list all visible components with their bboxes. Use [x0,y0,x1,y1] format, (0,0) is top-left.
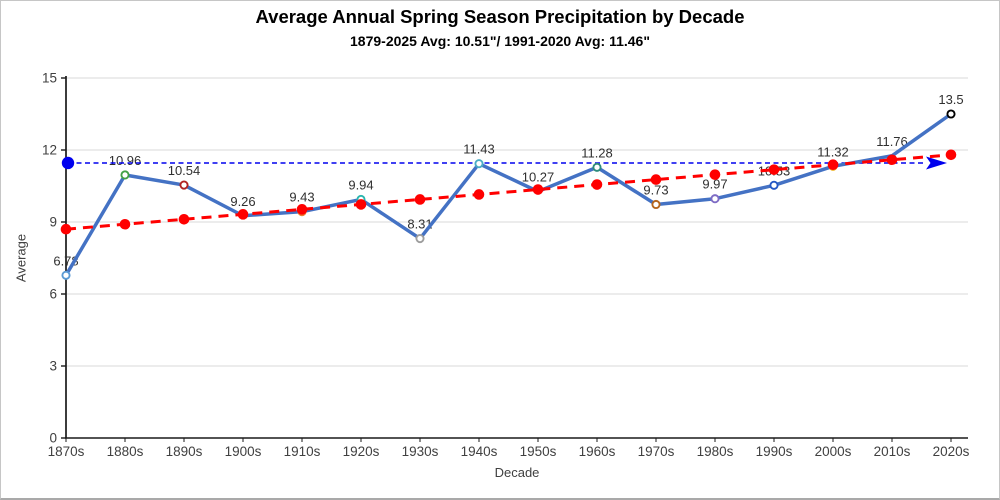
data-label: 11.76 [876,134,908,149]
trend-dot [827,159,839,171]
data-label: 11.28 [581,145,613,160]
y-tick-label: 6 [49,287,57,302]
x-tick-label: 2000s [815,444,852,459]
x-tick-label: 1960s [579,444,616,459]
trend-dot [414,194,426,205]
trend-dot [886,154,898,166]
trend-dot [355,199,367,210]
trend-dot [473,189,485,200]
data-label: 10.54 [168,163,201,178]
data-label: 9.97 [702,177,727,192]
series-line [64,112,953,278]
trend-dot [709,169,721,180]
data-point-marker [61,270,71,280]
x-tick-label: 1990s [756,444,793,459]
x-tick-label: 1920s [343,444,380,459]
data-point-marker [179,180,189,190]
data-point-marker [592,162,602,172]
x-tick-label: 2010s [874,444,911,459]
trend-dot [237,209,249,220]
trend-dot [178,213,190,225]
data-label: 9.94 [348,177,373,192]
data-label: 10.27 [522,170,555,185]
trend-dot [296,204,308,215]
reference-line-arrow-icon [926,156,947,170]
data-label: 9.73 [643,182,668,197]
trend-dot [119,218,131,230]
data-point-marker [946,109,956,119]
x-tick-label: 1870s [48,444,85,459]
x-tick-label: 1970s [638,444,675,459]
data-label: 13.5 [938,92,963,107]
y-tick-label: 3 [49,359,57,374]
trend-dot [945,149,957,161]
chart-title: Average Annual Spring Season Precipitati… [255,6,745,27]
data-label: 9.26 [230,194,255,209]
data-point-marker [651,199,661,210]
x-tick-label: 1890s [166,444,203,459]
data-point-marker [120,170,130,180]
x-axis-title: Decade [494,465,540,480]
x-tick-label: 1880s [107,444,144,459]
x-tick-label: 1950s [520,444,557,459]
chart-subtitle: 1879-2025 Avg: 10.51"/ 1991-2020 Avg: 11… [350,33,650,49]
data-label: 11.32 [817,144,849,159]
reference-line-start-dot [61,156,75,170]
x-tick-label: 2020s [933,444,970,459]
y-tick-label: 0 [49,431,57,446]
trend-dot [591,179,603,190]
data-point-marker [710,194,720,204]
x-tick-label: 1900s [225,444,262,459]
trend-dot [650,174,662,185]
data-point-marker [769,180,779,190]
y-tick-label: 12 [42,143,57,158]
trend-dot [768,164,780,175]
trend-line [65,153,952,231]
data-label: 11.43 [463,142,495,157]
x-tick-label: 1980s [697,444,734,459]
x-tick-label: 1910s [284,444,321,459]
data-label: 9.43 [289,190,314,205]
x-tick-label: 1940s [461,444,498,459]
trend-dot [60,223,72,235]
y-axis-title: Average [13,233,29,283]
data-point-marker [415,234,425,244]
data-label: 10.96 [109,153,142,168]
x-tick-label: 1930s [402,444,439,459]
y-tick-label: 9 [49,215,57,230]
y-tick-label: 15 [42,71,57,86]
data-point-marker [474,159,484,169]
trend-dot [532,184,544,195]
